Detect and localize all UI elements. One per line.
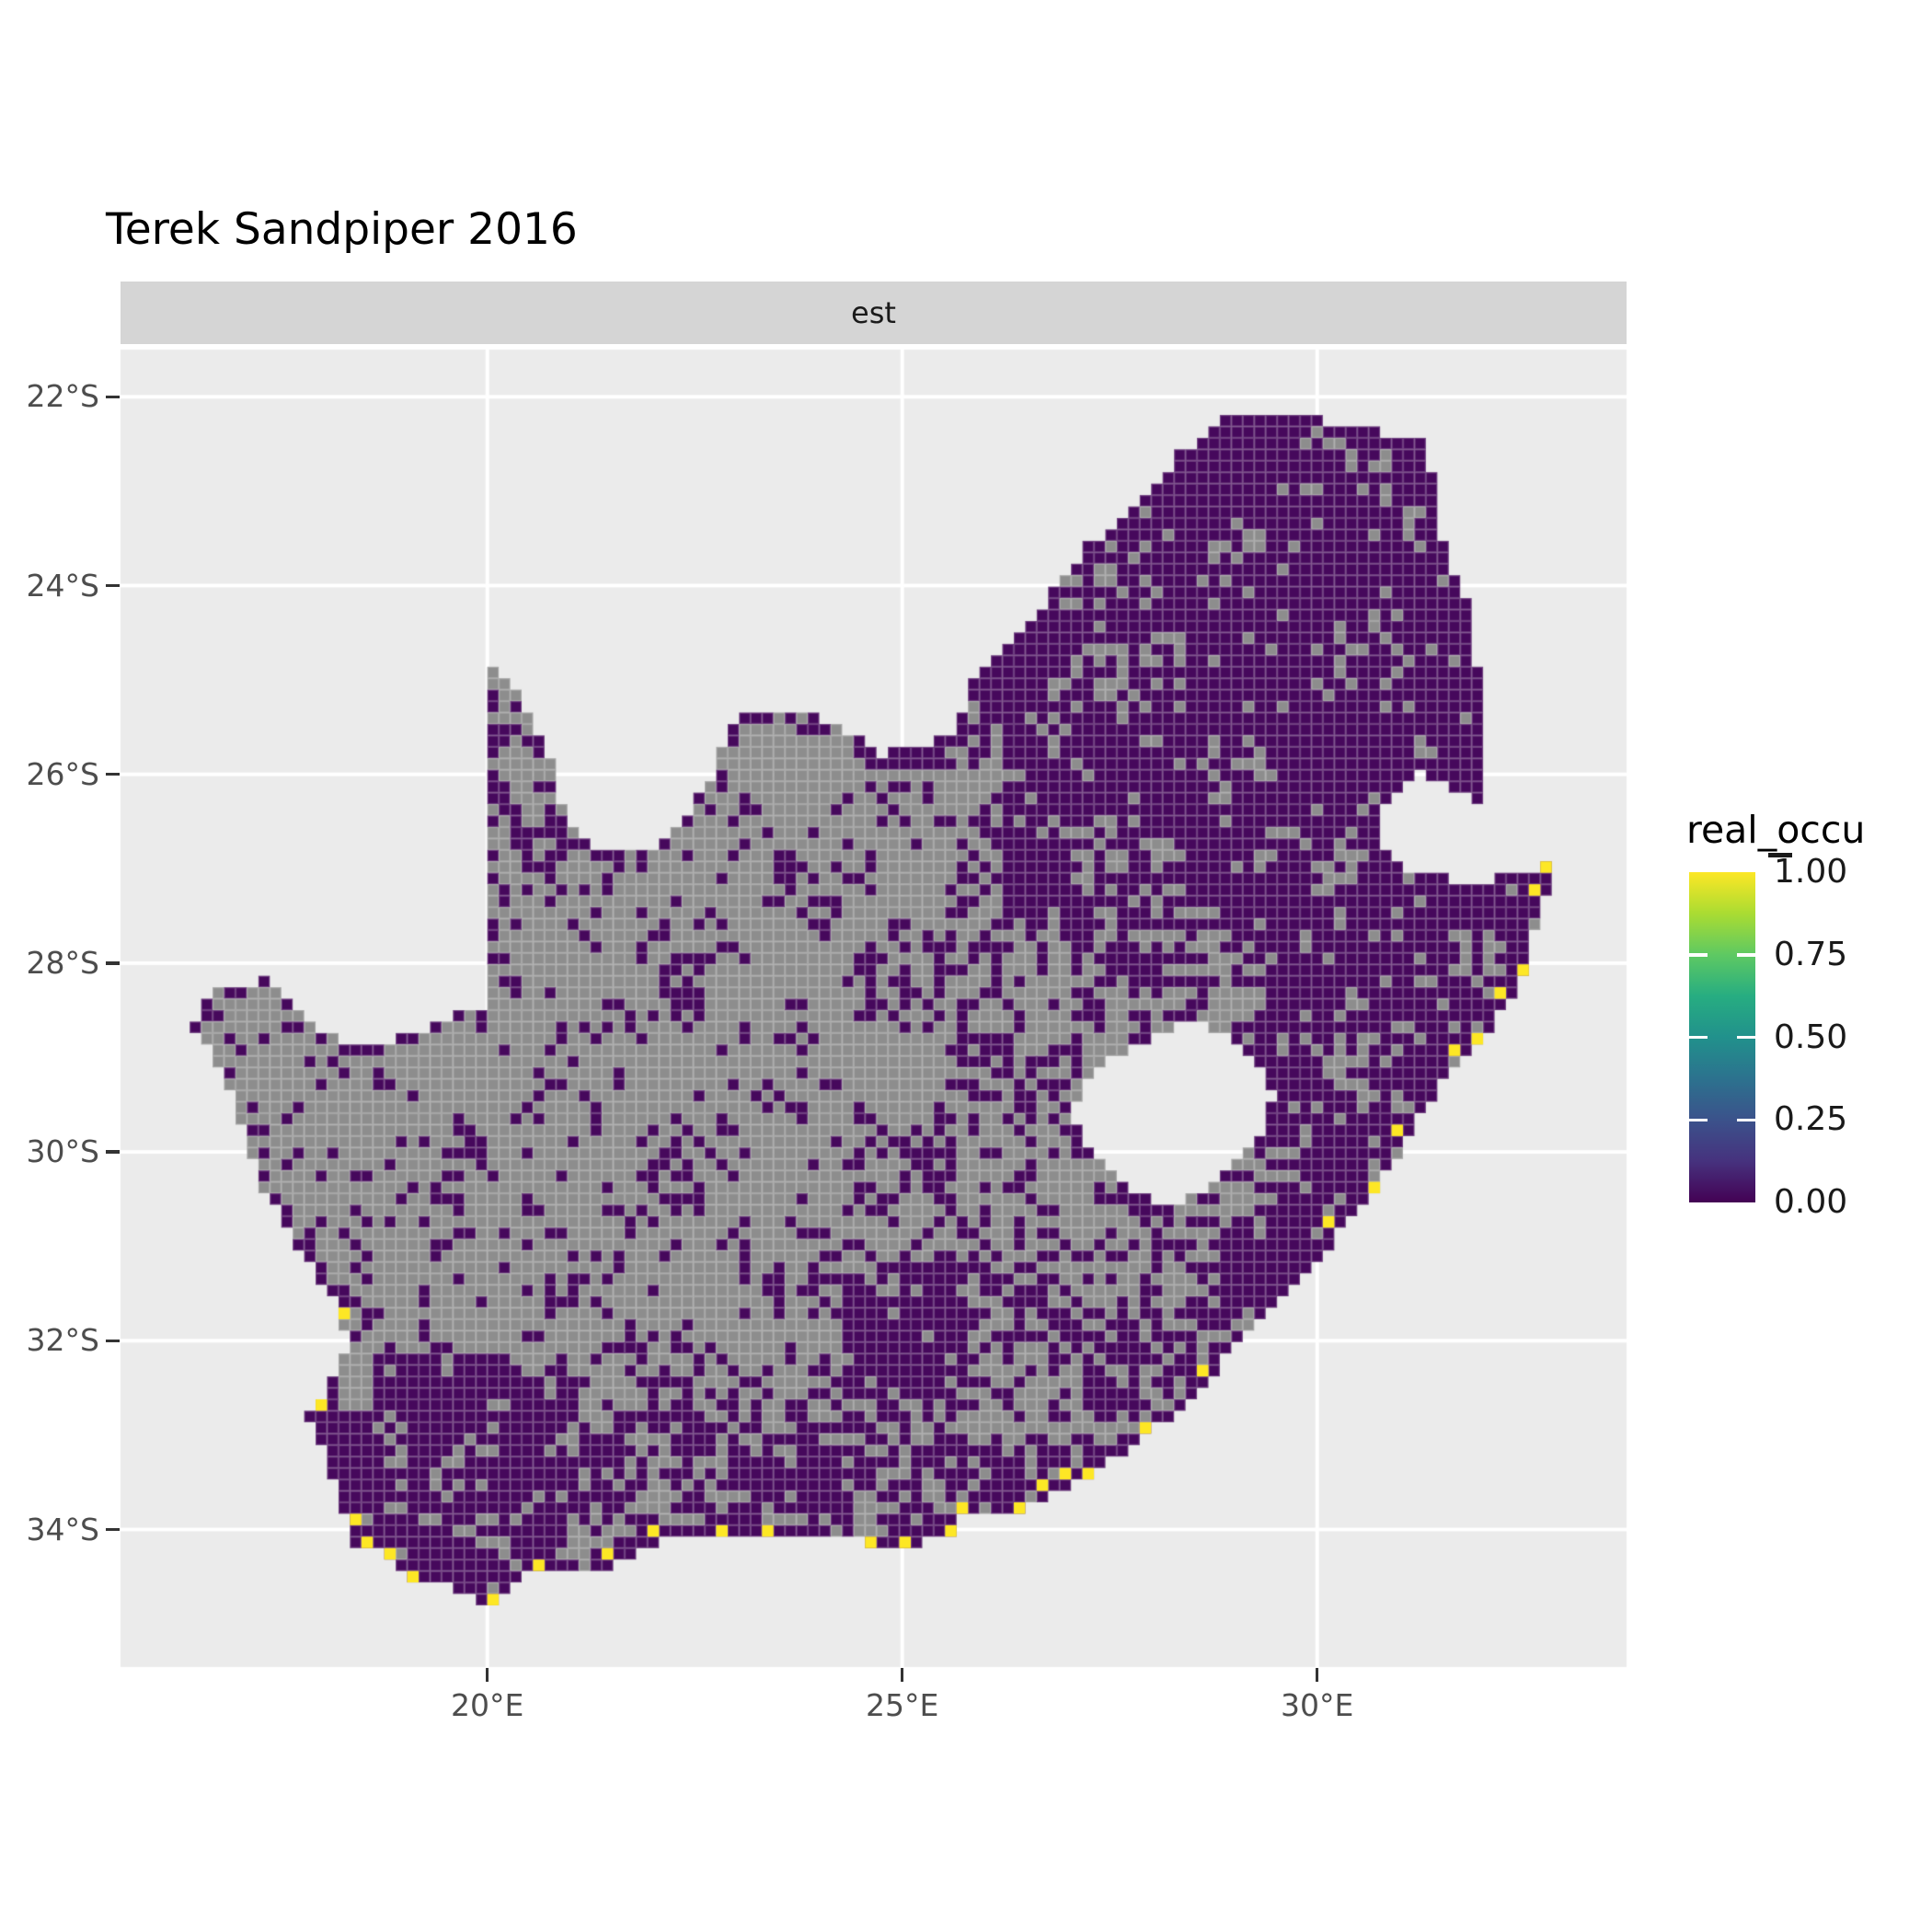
legend-tick-label: 0.75 (1774, 935, 1848, 973)
legend-bar-tick (1689, 1035, 1708, 1040)
y-axis-tick-mark (106, 1150, 120, 1154)
x-axis-tick-mark (485, 1668, 489, 1682)
legend-bar-tick (1737, 1118, 1755, 1121)
x-axis-tick-mark (1315, 1668, 1319, 1682)
legend-bar-tick (1689, 953, 1708, 957)
y-axis-tick-mark (106, 1339, 120, 1343)
y-axis-tick-label: 34°S (26, 1511, 99, 1547)
legend-title: real_occu (1686, 808, 1866, 852)
x-axis-tick-label: 20°E (451, 1687, 524, 1723)
y-axis-tick-mark (106, 1527, 120, 1532)
y-axis-tick-label: 22°S (26, 378, 99, 415)
x-axis-tick-mark (900, 1668, 904, 1682)
x-axis-tick-label: 25°E (866, 1687, 939, 1723)
y-axis-tick-label: 26°S (26, 755, 99, 792)
legend-bar-tick (1737, 953, 1755, 957)
legend-tick-label: 0.00 (1774, 1183, 1848, 1221)
x-axis-tick-label: 30°E (1281, 1687, 1354, 1723)
y-axis-tick-label: 32°S (26, 1322, 99, 1359)
facet-strip-label: est (851, 295, 896, 330)
y-axis-tick-mark (106, 772, 120, 776)
y-axis-tick-mark (106, 395, 120, 399)
legend-tick-label: 0.50 (1774, 1018, 1848, 1056)
legend-bar-tick (1689, 1118, 1708, 1121)
legend-top-tick (1768, 853, 1792, 857)
legend-bar-tick (1737, 1035, 1755, 1040)
y-axis-tick-mark (106, 583, 120, 588)
plot-title: Terek Sandpiper 2016 (106, 204, 578, 255)
y-axis-tick-mark (106, 961, 120, 965)
facet-strip: est (121, 282, 1627, 344)
y-axis-tick-label: 30°S (26, 1133, 99, 1170)
y-axis-tick-label: 28°S (26, 944, 99, 981)
legend-tick-label: 0.25 (1774, 1100, 1848, 1139)
legend-tick-label: 1.00 (1774, 853, 1848, 891)
y-axis-tick-label: 24°S (26, 567, 99, 604)
